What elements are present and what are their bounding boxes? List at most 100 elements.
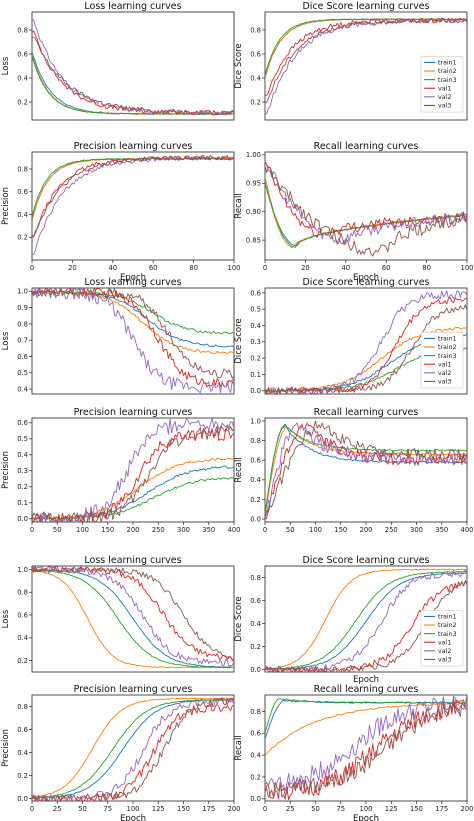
y-axis-label: Dice Score [234, 43, 244, 88]
series-line-train1 [265, 699, 467, 739]
series-line-val2 [265, 695, 467, 792]
legend-label-train2: train2 [438, 622, 457, 629]
y-tick-label: 0.4 [250, 620, 261, 628]
y-tick-label: 0.6 [250, 730, 261, 738]
x-tick-label: 0 [263, 264, 267, 272]
chart-title: Recall learning curves [314, 684, 419, 695]
y-axis-label: Precision [1, 187, 11, 225]
legend-label-val3: val3 [438, 657, 451, 664]
x-tick-label: 60 [382, 264, 391, 272]
y-tick-label: 0.6 [17, 188, 28, 196]
series-line-val2 [32, 566, 234, 667]
series-line-val3 [265, 166, 467, 257]
y-tick-label: 0.6 [17, 50, 28, 58]
y-tick-label: 0.2 [250, 496, 261, 504]
y-tick-label: 0.4 [17, 634, 28, 642]
legend-label-train2: train2 [438, 68, 457, 75]
y-tick-label: 0.0 [250, 666, 261, 674]
x-tick-label: 80 [422, 264, 431, 272]
y-tick-label: 0.1 [250, 371, 261, 379]
x-tick-label: 100 [228, 264, 241, 272]
y-tick-label: 0.2 [250, 643, 261, 651]
y-tick-label: 0.4 [17, 451, 28, 459]
x-tick-label: 0 [263, 805, 267, 813]
series-line-val2 [265, 17, 467, 115]
legend-label-train3: train3 [438, 631, 457, 638]
y-tick-label: 0.3 [17, 467, 28, 475]
x-tick-label: 60 [149, 264, 158, 272]
y-tick-label: 0.0 [250, 387, 261, 395]
series-line-train2 [32, 53, 234, 115]
series-line-val1 [265, 422, 467, 520]
y-tick-label: 0.8 [250, 437, 261, 445]
y-tick-label: 0.8 [250, 26, 261, 34]
y-tick-label: 0.3 [250, 338, 261, 346]
x-tick-label: 0 [30, 526, 34, 534]
x-tick-label: 150 [334, 526, 347, 534]
series-group [32, 19, 234, 116]
legend-label-val3: val3 [438, 379, 451, 386]
y-tick-label: 0.6 [17, 419, 28, 427]
plot-frame [264, 11, 468, 121]
series-group [32, 697, 234, 801]
y-tick-label: 0.6 [17, 726, 28, 734]
y-tick-label: 0.6 [250, 289, 261, 297]
series-line-train3 [32, 698, 234, 799]
x-tick-label: 175 [202, 805, 215, 813]
plot-frame [31, 417, 235, 523]
x-tick-label: 80 [189, 264, 198, 272]
y-tick-label: 0.4 [250, 476, 261, 484]
y-tick-label: 0.2 [17, 234, 28, 242]
x-tick-label: 50 [311, 805, 320, 813]
x-tick-label: 25 [53, 805, 62, 813]
series-line-train3 [32, 569, 234, 669]
series-line-val1 [32, 30, 234, 116]
y-tick-label: 0.4 [17, 386, 28, 394]
series-line-val3 [32, 288, 234, 379]
x-tick-label: 20 [68, 264, 77, 272]
x-tick-label: 250 [152, 526, 165, 534]
legend-label-val2: val2 [438, 648, 451, 655]
x-tick-label: 125 [385, 805, 398, 813]
x-tick-label: 40 [341, 264, 350, 272]
legend-label-val1: val1 [438, 361, 451, 368]
series-line-val3 [32, 155, 234, 237]
plot-frame [31, 565, 235, 673]
y-tick-label: 0.8 [17, 589, 28, 597]
series-group [265, 695, 467, 801]
x-tick-label: 100 [360, 805, 373, 813]
x-tick-label: 0 [30, 805, 34, 813]
legend-label-train2: train2 [438, 344, 457, 351]
y-tick-label: 0.6 [17, 353, 28, 361]
y-axis-label: Dice Score [234, 596, 244, 641]
series-line-val1 [32, 427, 234, 522]
legend-label-val1: val1 [438, 639, 451, 646]
series-line-val1 [265, 297, 467, 394]
series-line-train3 [32, 56, 234, 115]
x-tick-label: 200 [461, 805, 474, 813]
y-tick-label: 0.7 [17, 337, 28, 345]
legend-label-train1: train1 [438, 614, 457, 621]
chart-panel-7: Recall learning curves 0.0 0.2 0.4 0.6 0.8 1.0… [234, 407, 473, 534]
y-tick-label: 0.1 [17, 499, 28, 507]
series-line-val3 [32, 36, 234, 116]
series-line-train2 [265, 568, 467, 670]
y-tick-label: 0.8 [250, 708, 261, 716]
x-tick-label: 125 [152, 805, 165, 813]
x-tick-label: 200 [228, 805, 241, 813]
y-axis-label: Precision [1, 451, 11, 489]
chart-panel-4: Loss learning curves 0.4 0.5 0.6 0.7 0.8 0.9 1.… [1, 277, 235, 395]
series-line-train3 [265, 423, 467, 515]
x-tick-label: 20 [301, 264, 310, 272]
x-axis-label: Epoch [120, 814, 146, 821]
series-line-val2 [265, 160, 467, 245]
y-tick-label: 0.4 [250, 322, 261, 330]
series-group [32, 566, 234, 669]
y-tick-label: 0.0 [17, 795, 28, 803]
chart-panel-1: Dice Score learning curves 0.2 0.4 0.6 0.8 Di… [234, 1, 468, 121]
x-tick-label: 0 [263, 526, 267, 534]
series-line-val3 [32, 425, 234, 522]
